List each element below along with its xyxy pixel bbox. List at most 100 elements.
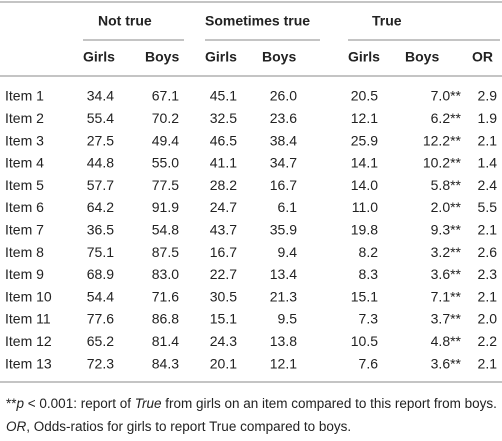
column-header: Girls	[83, 49, 115, 65]
cell: 72.3	[87, 355, 114, 371]
cell: 14.0	[351, 177, 378, 193]
cell: 49.4	[152, 132, 179, 148]
cell: 6.2**	[431, 110, 462, 126]
cell: 12.1	[270, 355, 297, 371]
footnote-text: True	[134, 396, 162, 411]
cell: 2.1	[478, 355, 498, 371]
cell: 2.9	[478, 88, 498, 104]
cell: 3.2**	[431, 244, 462, 260]
cell: 38.4	[270, 132, 297, 148]
row-label: Item 5	[5, 177, 44, 193]
cell: 10.5	[351, 333, 378, 349]
cell: 8.2	[359, 244, 379, 260]
row-label: Item 7	[5, 222, 44, 238]
cell: 2.1	[478, 222, 498, 238]
cell: 1.4	[478, 155, 498, 171]
cell: 44.8	[87, 155, 114, 171]
row-label: Item 2	[5, 110, 44, 126]
table: Not true Sometimes true True Girls Boys Girls…	[0, 1, 502, 383]
cell: 8.3	[359, 266, 379, 282]
cell: 27.5	[87, 132, 114, 148]
group-header: Not true	[98, 13, 152, 29]
cell: 25.9	[351, 132, 378, 148]
cell: 32.5	[210, 110, 237, 126]
cell: 9.3**	[431, 222, 462, 238]
cell: 26.0	[270, 88, 297, 104]
cell: 70.2	[152, 110, 179, 126]
cell: 68.9	[87, 266, 114, 282]
group-header: Sometimes true	[205, 13, 310, 29]
column-header: Boys	[145, 49, 179, 65]
row-label: Item 1	[5, 88, 44, 104]
column-header: Boys	[262, 49, 296, 65]
cell: 5.5	[478, 199, 498, 215]
cell: 11.0	[352, 199, 378, 215]
cell: 91.9	[152, 199, 179, 215]
cell: 15.1	[210, 311, 237, 327]
cell: 12.2**	[423, 132, 462, 148]
cell: 84.3	[152, 355, 179, 371]
cell: 22.7	[210, 266, 237, 282]
cell: 13.4	[270, 266, 297, 282]
cell: 30.5	[210, 288, 237, 304]
cell: 64.2	[87, 199, 114, 215]
cell: 20.5	[351, 88, 378, 104]
row-label: Item 4	[5, 155, 44, 171]
column-header: OR	[472, 49, 493, 65]
row-label: Item 10	[5, 288, 52, 304]
column-header: Boys	[405, 49, 439, 65]
row-label: Item 8	[5, 244, 44, 260]
cell: 4.8**	[431, 333, 462, 349]
cell: 36.5	[87, 222, 114, 238]
cell: 19.8	[351, 222, 378, 238]
cell: 75.1	[87, 244, 114, 260]
cell: 71.6	[152, 288, 179, 304]
cell: 21.3	[270, 288, 297, 304]
cell: 7.3	[359, 311, 379, 327]
cell: 34.4	[87, 88, 114, 104]
cell: 65.2	[87, 333, 114, 349]
cell: 43.7	[210, 222, 237, 238]
cell: 9.4	[278, 244, 298, 260]
cell: 87.5	[152, 244, 179, 260]
cell: 24.7	[210, 199, 237, 215]
cell: 67.1	[152, 88, 179, 104]
cell: 55.4	[87, 110, 114, 126]
cell: 5.8**	[431, 177, 462, 193]
footnote-text: < 0.001: report of	[24, 396, 135, 411]
cell: 13.8	[270, 333, 297, 349]
cell: 3.6**	[431, 266, 462, 282]
row-label: Item 6	[5, 199, 44, 215]
row-label: Item 11	[5, 311, 51, 327]
group-header: True	[372, 13, 402, 29]
cell: 20.1	[210, 355, 237, 371]
cell: 54.8	[152, 222, 179, 238]
cell: 14.1	[351, 155, 378, 171]
footnote-text: from girls on an item compared to this r…	[161, 396, 497, 411]
footnote-text: , Odds-ratios for girls to report True c…	[26, 419, 352, 434]
cell: 57.7	[87, 177, 114, 193]
cell: 6.1	[278, 199, 298, 215]
cell: 7.0**	[431, 88, 462, 104]
cell: 15.1	[351, 288, 378, 304]
footnote: **p < 0.001: report of True from girls o…	[6, 392, 498, 438]
cell: 7.6	[359, 355, 379, 371]
footnote-text: OR	[6, 419, 27, 434]
cell: 24.3	[210, 333, 237, 349]
cell: 2.6	[478, 244, 498, 260]
cell: 54.4	[87, 288, 114, 304]
cell: 77.5	[152, 177, 179, 193]
cell: 35.9	[270, 222, 297, 238]
cell: 86.8	[152, 311, 179, 327]
footnote-text: **	[6, 396, 17, 411]
cell: 3.7**	[431, 311, 462, 327]
column-header: Girls	[205, 49, 237, 65]
row-label: Item 12	[5, 333, 52, 349]
cell: 2.2	[478, 333, 498, 349]
cell: 45.1	[210, 88, 237, 104]
cell: 46.5	[210, 132, 237, 148]
row-label: Item 3	[5, 132, 44, 148]
column-header: Girls	[348, 49, 380, 65]
cell: 28.2	[210, 177, 237, 193]
